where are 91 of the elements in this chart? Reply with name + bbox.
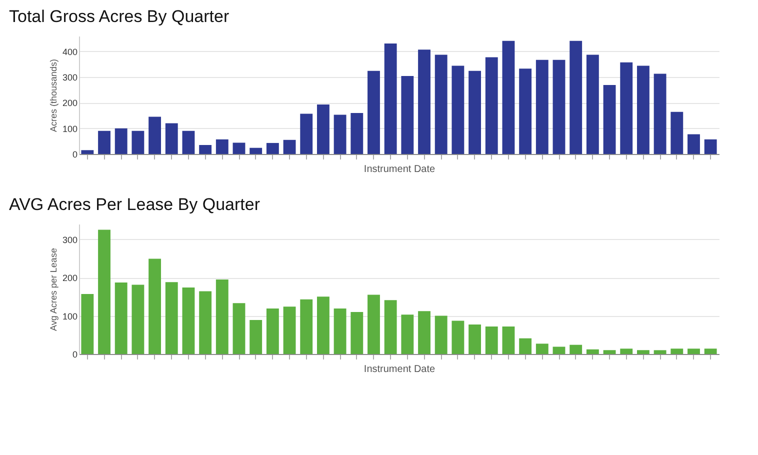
y-tick-label: 100: [62, 124, 78, 134]
bar: [586, 349, 599, 354]
bar: [316, 296, 330, 354]
y-tick-label: 300: [62, 72, 78, 83]
bar: [570, 344, 582, 354]
bar: [485, 326, 498, 354]
bar: [283, 140, 296, 154]
bar: [232, 303, 246, 354]
bar: [519, 68, 532, 154]
bar: [300, 299, 313, 354]
chart-title: AVG Acres Per Lease By Quarter: [9, 195, 260, 214]
bar: [216, 139, 228, 154]
bar: [468, 70, 482, 154]
bar: [250, 320, 262, 354]
bar: [654, 350, 666, 354]
y-tick-label: 200: [62, 98, 78, 108]
bar: [418, 50, 430, 154]
bar: [418, 311, 430, 354]
bar: [98, 230, 110, 354]
bar: [704, 139, 717, 154]
bar: [552, 346, 566, 354]
bar: [216, 279, 228, 354]
y-axis-title: Acres (thousands): [48, 58, 58, 132]
bar: [603, 84, 616, 154]
bar: [670, 112, 684, 154]
y-tick-label: 300: [62, 234, 78, 245]
bar: [519, 338, 532, 354]
bar: [586, 54, 599, 154]
bar: [182, 130, 195, 154]
bar: [81, 294, 94, 354]
bar: [401, 76, 414, 154]
bar: [334, 114, 346, 154]
bar: [232, 142, 246, 154]
bar: [636, 66, 650, 154]
bar: [165, 123, 178, 154]
bar: [570, 40, 582, 154]
bar: [114, 128, 128, 154]
bar: [502, 40, 515, 154]
bar: [401, 314, 414, 354]
bar: [384, 300, 397, 354]
bar: [636, 350, 650, 354]
bar: [165, 282, 178, 354]
bar: [552, 60, 566, 154]
bar: [350, 312, 364, 354]
bar: [654, 74, 666, 154]
x-axis-title: Instrument Date: [364, 164, 436, 175]
bar: [368, 294, 380, 354]
bar: [300, 114, 313, 154]
bar: [182, 287, 195, 354]
bar: [81, 150, 94, 154]
bar: [132, 130, 144, 154]
bar: [452, 320, 464, 354]
bar: [114, 282, 128, 354]
bar: [620, 62, 633, 154]
bar: [536, 344, 548, 354]
bar: [468, 324, 482, 354]
bar: [670, 348, 684, 354]
bar: [266, 142, 279, 154]
bar: [704, 348, 717, 354]
bar: [620, 348, 633, 354]
bar: [536, 60, 548, 154]
bar: [434, 316, 448, 354]
bar: [452, 66, 464, 154]
bar: [350, 112, 364, 154]
bar: [334, 308, 346, 354]
bar: [502, 326, 515, 354]
bar: [266, 308, 279, 354]
y-tick-label: 200: [62, 273, 78, 284]
bar: [250, 148, 262, 154]
y-tick-label: 0: [72, 350, 78, 360]
chart-title: Total Gross Acres By Quarter: [9, 7, 230, 26]
bar: [316, 104, 330, 154]
x-axis-title: Instrument Date: [364, 364, 436, 375]
bar: [132, 284, 144, 354]
y-tick-label: 100: [62, 311, 78, 322]
bar: [485, 57, 498, 154]
bar: [368, 70, 380, 154]
bar: [148, 116, 162, 154]
y-tick-label: 0: [72, 150, 78, 160]
bar: [434, 54, 448, 154]
bar: [603, 350, 616, 354]
y-axis-title: Avg Acres per Lease: [48, 248, 58, 331]
bar: [688, 348, 700, 354]
bar: [384, 43, 397, 154]
bar: [688, 134, 700, 154]
bar: [98, 130, 110, 154]
bar: [199, 145, 212, 154]
bar: [148, 258, 162, 354]
bar: [283, 306, 296, 354]
bar: [199, 291, 212, 354]
y-tick-label: 400: [62, 46, 78, 57]
